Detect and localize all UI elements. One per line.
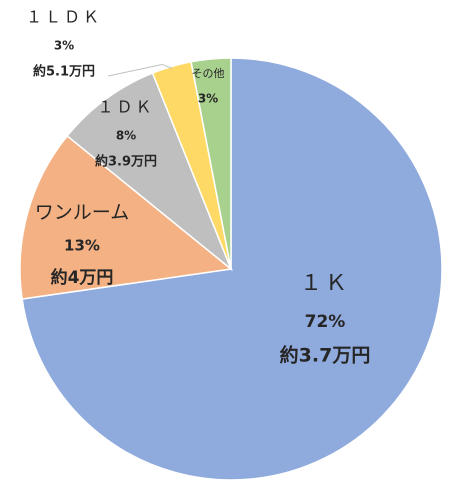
slice-1-price-label: 約3.7万円 — [280, 344, 371, 367]
slice-4-percent-label: 3% — [54, 39, 74, 53]
labels-layer: １Ｋ 72% 約3.7万円 ワンルーム 13% 約4万円 １ＤＫ 8% 約3.9万円 １ＬＤＫ 3%… — [26, 8, 370, 367]
pie-slice-2 — [19, 134, 233, 300]
slice-5-percent-label: 3% — [198, 92, 218, 106]
slice-1-name-label: １Ｋ — [300, 271, 350, 296]
slice-3-name-label: １ＤＫ — [97, 98, 154, 117]
slice-2-name-label: ワンルーム — [35, 202, 129, 224]
slice-2-percent-label: 13% — [64, 237, 100, 255]
slice-3-price-label: 約3.9万円 — [95, 154, 157, 170]
slice-4-price-label: 約5.1万円 — [33, 64, 95, 80]
leader-lines-layer — [107, 63, 173, 77]
slice-3-percent-label: 8% — [116, 129, 136, 143]
slice-2-price-label: 約4万円 — [51, 267, 114, 288]
slice-1-percent-label: 72% — [305, 312, 346, 332]
slice-4-name-label: １ＬＤＫ — [26, 8, 102, 27]
slice-5-name-label: その他 — [192, 67, 225, 80]
pie-slice-3 — [66, 72, 233, 272]
leader-line-1ldk — [107, 63, 173, 77]
pie-slice-5 — [190, 57, 232, 270]
slices-layer — [19, 57, 443, 481]
